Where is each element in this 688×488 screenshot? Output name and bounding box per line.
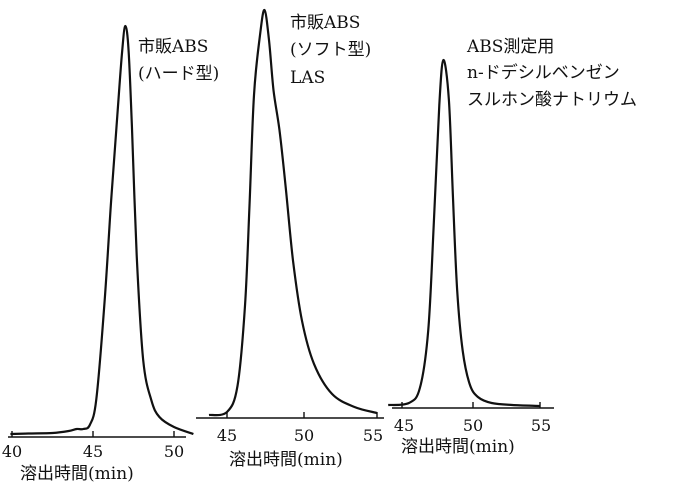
chart-1-series-line xyxy=(10,24,194,436)
chart-2-x-axis-label: 溶出時間(min) xyxy=(229,450,343,470)
chart-1-tick-label-50: 50 xyxy=(164,442,184,461)
chart-soft-abs-las: 市販ABS (ソフト型) LAS 45 50 55 溶出時間(min) xyxy=(196,8,384,470)
chart-hard-abs: 市販ABS (ハード型) 40 45 50 溶出時間(min) xyxy=(2,24,219,484)
chart-dodecylbenzene-sulfonate: ABS測定用 n-ドデシルベンゼン スルホン酸ナトリウム 45 50 55 溶出… xyxy=(388,37,637,457)
chart-3-x-axis-label: 溶出時間(min) xyxy=(401,437,515,457)
chart-2-tick-label-50: 50 xyxy=(294,426,314,445)
chart-2-title-line-3: LAS xyxy=(290,68,325,88)
chart-3-title-line-3: スルホン酸ナトリウム xyxy=(467,90,637,110)
chart-1-tick-label-40: 40 xyxy=(2,442,22,461)
chart-3-tick-label-55: 55 xyxy=(531,416,551,435)
chart-3-series-line xyxy=(388,58,541,408)
chart-1-tick-label-45: 45 xyxy=(83,442,103,461)
chart-2-title-line-1: 市販ABS xyxy=(290,13,360,33)
chart-1-title-line-1: 市販ABS xyxy=(138,37,208,57)
chart-2-series-line xyxy=(208,8,378,417)
chart-3-tick-label-50: 50 xyxy=(463,416,483,435)
chart-3-title-line-2: n-ドデシルベンゼン xyxy=(467,62,620,83)
chart-3-tick-label-45: 45 xyxy=(394,416,414,435)
chart-1-x-axis-label: 溶出時間(min) xyxy=(20,464,134,484)
chart-3-title-line-1: ABS測定用 xyxy=(466,37,554,57)
chart-2-title-line-2: (ソフト型) xyxy=(290,40,371,60)
chart-2-tick-label-55: 55 xyxy=(363,426,383,445)
chart-2-tick-label-45: 45 xyxy=(217,426,237,445)
chart-1-title-line-2: (ハード型) xyxy=(138,64,219,84)
